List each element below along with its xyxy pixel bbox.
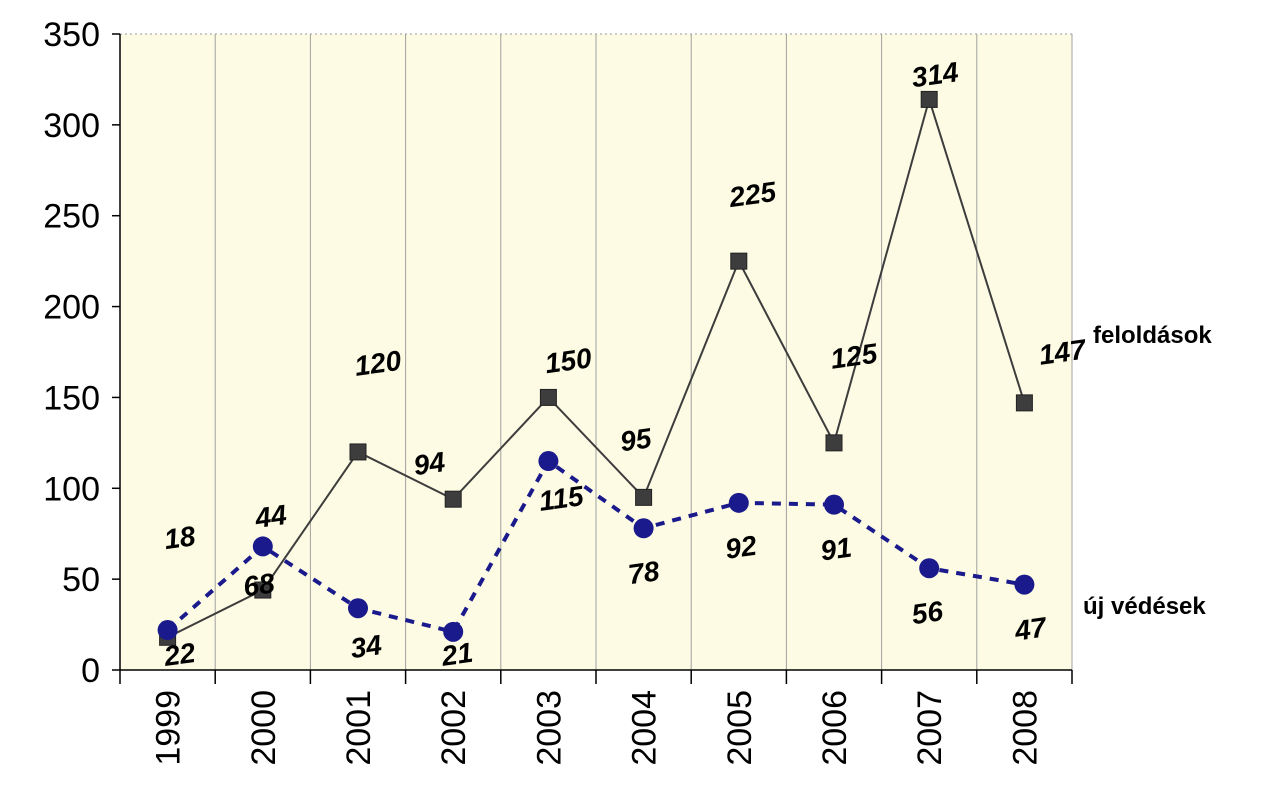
y-tick-label: 0: [81, 652, 100, 690]
series-group: [157, 90, 1035, 646]
y-tick-label: 300: [43, 107, 100, 145]
data-label-2: 47: [1012, 611, 1050, 646]
data-label-2: 56: [910, 595, 946, 630]
y-tick-label: 200: [43, 289, 100, 327]
data-point-square: [730, 252, 748, 270]
data-label-1: 120: [353, 345, 404, 382]
data-label-1: 95: [618, 422, 654, 457]
y-tick-label: 100: [43, 470, 100, 508]
y-tick-label: 50: [62, 561, 100, 599]
plot-area: [120, 33, 1073, 670]
axes: 0 50 100 150 200 250 300 350 1999 2000 2001 2002 200…: [43, 16, 1073, 766]
data-point-circle: [538, 451, 559, 472]
y-tick-label: 150: [43, 379, 100, 417]
x-tick-label: 1999: [150, 690, 188, 766]
data-label-2: 92: [723, 530, 759, 565]
x-tick-label: 2002: [435, 690, 473, 766]
series-line-2: [166, 458, 1025, 635]
data-point-circle: [1014, 574, 1035, 595]
x-tick-label: 2001: [340, 690, 378, 766]
data-point-square: [920, 90, 938, 108]
x-tick-label: 2003: [530, 690, 568, 766]
x-tick-label: 2005: [721, 690, 759, 766]
data-point-circle: [157, 620, 178, 641]
data-point-square: [1015, 394, 1033, 412]
data-label-2: 34: [349, 629, 385, 664]
series-label-2: új védések: [1083, 593, 1206, 620]
data-point-square: [635, 488, 653, 506]
y-tick-label: 250: [43, 198, 100, 236]
data-label-1: 314: [910, 56, 961, 93]
data-point-square: [825, 434, 843, 452]
data-label-1: 94: [412, 446, 448, 481]
data-label-2: 68: [241, 567, 277, 602]
data-label-1: 147: [1037, 333, 1089, 370]
data-point-circle: [728, 492, 749, 513]
data-point-circle: [633, 518, 654, 539]
y-tick-label: 350: [43, 16, 100, 54]
data-point-circle: [348, 598, 368, 619]
series-line-1: [167, 95, 1026, 639]
data-point-square: [539, 388, 557, 406]
data-point-square: [349, 443, 367, 461]
series-label-1: feloldások: [1093, 322, 1212, 349]
data-point-square: [444, 490, 462, 508]
data-point-circle: [252, 536, 273, 557]
data-label-1: 150: [543, 342, 594, 379]
data-label-1: 18: [162, 520, 198, 555]
x-tick-label: 2000: [245, 690, 283, 766]
data-label-1: 125: [829, 338, 880, 375]
x-tick-label: 2004: [626, 690, 664, 766]
data-labels: 18 44 120 94 150 95 225 125 314 147 22 68 34 21 115 78 9…: [161, 56, 1212, 672]
data-label-1: 225: [726, 176, 778, 213]
x-tick-label: 2008: [1006, 690, 1044, 766]
data-label-2: 91: [819, 532, 854, 567]
data-label-2: 115: [537, 480, 586, 517]
data-label-1: 44: [252, 499, 289, 534]
data-point-circle: [443, 621, 464, 642]
data-point-square: [254, 581, 272, 599]
data-label-2: 78: [626, 555, 662, 590]
data-point-circle: [919, 558, 940, 579]
data-label-2: 22: [161, 637, 198, 672]
x-tick-label: 2006: [816, 690, 854, 766]
data-point-circle: [824, 494, 844, 515]
x-tick-label: 2007: [911, 690, 949, 766]
data-label-2: 21: [439, 637, 475, 672]
